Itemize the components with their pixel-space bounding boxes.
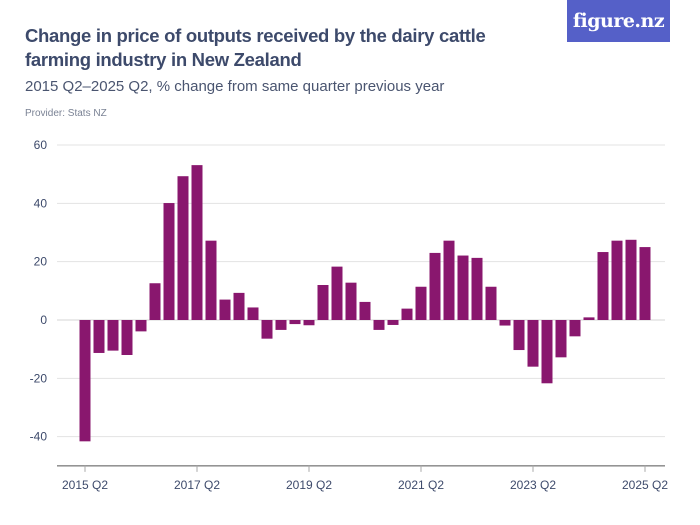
bar (121, 320, 133, 355)
bar (597, 252, 609, 320)
bar (191, 165, 203, 320)
bar (583, 317, 595, 320)
bar (149, 283, 161, 320)
bar (443, 240, 455, 320)
bar (471, 257, 483, 320)
chart-title: Change in price of outputs received by t… (25, 25, 486, 70)
y-tick-label: 20 (34, 255, 48, 269)
bar (233, 292, 245, 320)
x-tick-label: 2021 Q2 (398, 478, 444, 492)
x-tick-label: 2025 Q2 (622, 478, 668, 492)
bar (205, 240, 217, 320)
bar (135, 320, 147, 332)
bar (429, 252, 441, 320)
bar (373, 320, 385, 330)
y-tick-label: 40 (34, 196, 48, 210)
bar (527, 320, 539, 367)
bar (317, 285, 329, 320)
x-tick-label: 2019 Q2 (286, 478, 332, 492)
bar (79, 320, 91, 442)
bar (485, 286, 497, 320)
bar (177, 176, 189, 320)
bar (569, 320, 581, 337)
figure-nz-logo[interactable]: figure.nz (567, 0, 670, 42)
bar (219, 299, 231, 320)
bar (289, 320, 301, 325)
bar (387, 320, 399, 325)
bar (261, 320, 273, 339)
bar (513, 320, 525, 351)
bar (611, 240, 623, 320)
bar (499, 320, 511, 326)
x-tick-label: 2015 Q2 (62, 478, 108, 492)
bar (107, 320, 119, 351)
bar (639, 247, 651, 320)
y-tick-label: -20 (30, 371, 48, 385)
bar (331, 266, 343, 320)
bar (303, 320, 315, 326)
bar (401, 308, 413, 320)
bar (415, 286, 427, 320)
bar (345, 282, 357, 320)
bar (555, 320, 567, 358)
x-tick-label: 2023 Q2 (510, 478, 556, 492)
provider-label: Provider: Stats NZ (25, 108, 107, 119)
bar (541, 320, 553, 384)
chart-subtitle: 2015 Q2–2025 Q2, % change from same quar… (25, 78, 445, 95)
bar (93, 320, 105, 353)
bar (457, 255, 469, 320)
bar (275, 320, 287, 330)
bar (359, 301, 371, 320)
bar (247, 307, 259, 320)
x-tick-label: 2017 Q2 (174, 478, 220, 492)
y-tick-label: 0 (40, 313, 47, 327)
y-tick-label: 60 (34, 138, 48, 152)
bar (625, 239, 637, 320)
y-tick-label: -40 (30, 430, 48, 444)
bar (163, 203, 175, 320)
